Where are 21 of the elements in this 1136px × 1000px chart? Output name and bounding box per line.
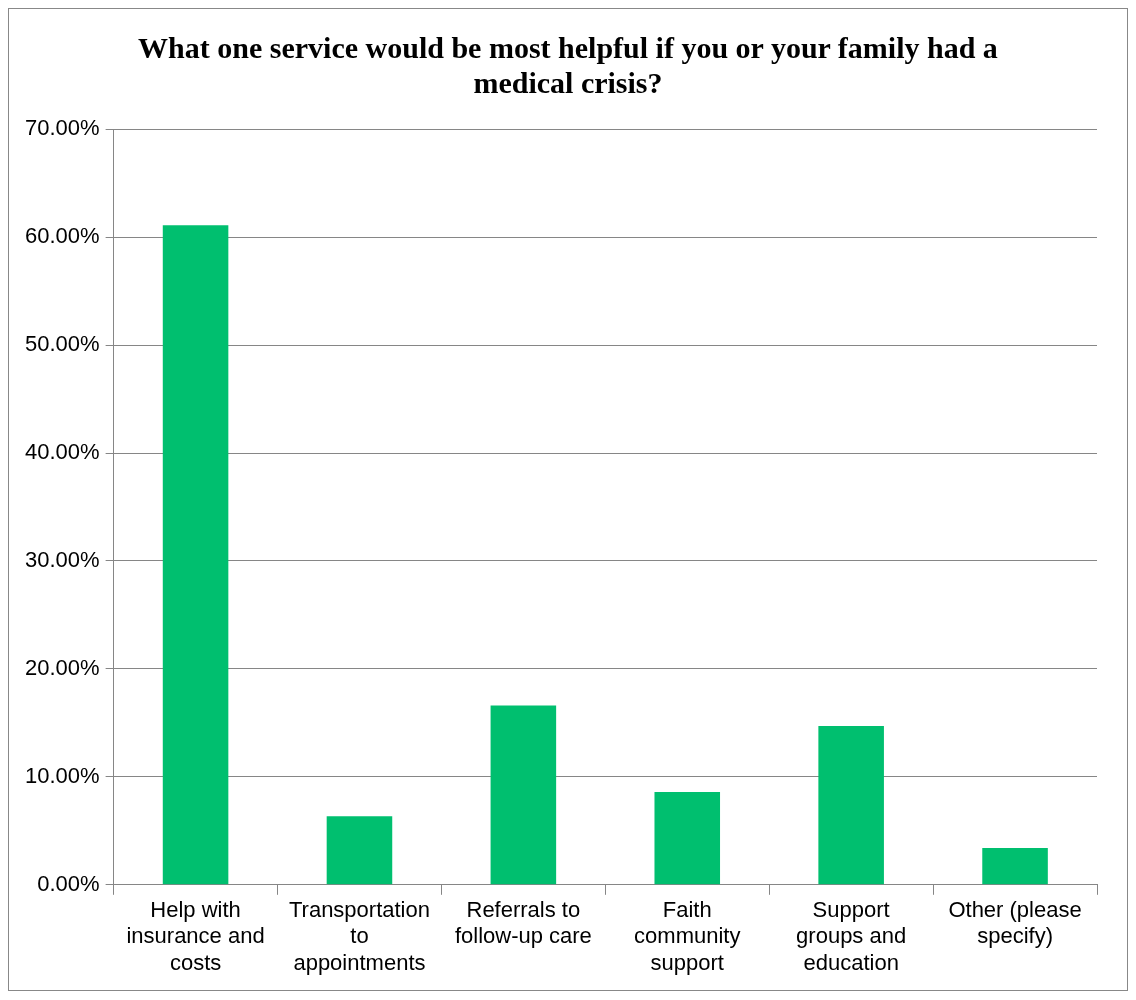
x-tick-label: Transportation to appointments (288, 897, 430, 975)
x-tick-label: Referrals to follow-up care (454, 897, 592, 949)
x-tick-label: Support groups and education (796, 897, 907, 975)
chart-title: What one service would be most helpful if you or your family had a medical crisis? (138, 31, 998, 100)
y-tick-label: 0.00% (37, 870, 100, 896)
x-tick-label: Help with insurance and costs (126, 897, 265, 975)
y-tick-label: 20.00% (24, 654, 100, 680)
y-tick-label: 30.00% (24, 547, 100, 573)
bar (326, 816, 393, 885)
x-tick-label: Faith community support (634, 897, 741, 975)
bar (654, 791, 721, 885)
bar (982, 848, 1048, 885)
y-tick-label: 50.00% (24, 331, 100, 357)
y-tick-label: 70.00% (24, 115, 100, 141)
bar (490, 705, 557, 885)
y-tick-label: 10.00% (24, 762, 100, 788)
y-tick-label: 60.00% (24, 223, 100, 249)
x-tick-label: Other (please specify) (948, 897, 1082, 949)
bar (162, 225, 229, 885)
bar (818, 726, 884, 885)
y-tick-label: 40.00% (24, 439, 100, 465)
